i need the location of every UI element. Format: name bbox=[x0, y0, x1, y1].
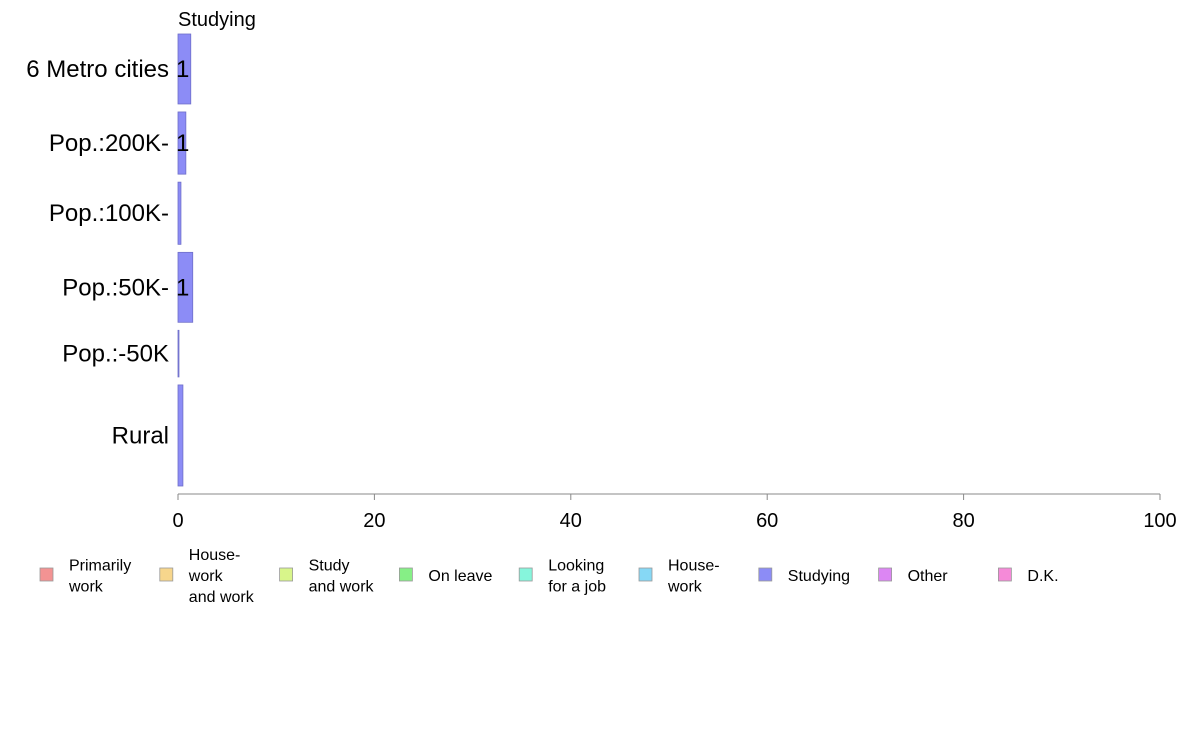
legend-label: House- bbox=[668, 558, 720, 575]
x-tick-label: 60 bbox=[756, 510, 778, 532]
legend-label: Other bbox=[908, 568, 949, 585]
x-tick-label: 100 bbox=[1143, 510, 1176, 532]
legend-label: work bbox=[667, 579, 703, 596]
category-label: Pop.:200K- bbox=[49, 130, 169, 157]
legend-label: Primarily bbox=[69, 558, 131, 575]
bar bbox=[177, 111, 187, 175]
legend-swatch bbox=[159, 567, 174, 582]
legend-label: House- bbox=[189, 547, 241, 564]
bar-group: 1 1 1 bbox=[176, 33, 194, 487]
bar bbox=[177, 329, 180, 378]
legend-label: and work bbox=[189, 589, 255, 606]
legend-label: Studying bbox=[788, 568, 850, 585]
legend-label: for a job bbox=[548, 579, 606, 596]
legend-label: work bbox=[188, 568, 224, 585]
legend-swatch bbox=[39, 567, 54, 582]
legend-swatch bbox=[758, 567, 773, 582]
legend-label: work bbox=[68, 579, 104, 596]
bar bbox=[177, 251, 194, 323]
category-label: 6 Metro cities bbox=[26, 56, 169, 83]
x-tick-label: 80 bbox=[952, 510, 974, 532]
bar bbox=[177, 33, 192, 105]
legend-label: Study bbox=[309, 558, 350, 575]
bar-data-label: 1 bbox=[176, 130, 189, 157]
x-tick-label: 20 bbox=[363, 510, 385, 532]
bar bbox=[177, 181, 182, 245]
legend-swatch bbox=[878, 567, 892, 582]
legend: Primarily work House-work and work Study and … bbox=[39, 547, 1059, 606]
category-label: Pop.:100K- bbox=[49, 200, 169, 227]
legend-label: On leave bbox=[428, 568, 492, 585]
legend-label: Looking bbox=[548, 558, 604, 575]
category-label: Rural bbox=[112, 422, 169, 449]
x-axis: 0 20 40 60 80 100 bbox=[172, 493, 1177, 532]
category-labels: 6 Metro cities Pop.:200K- Pop.:100K- Pop.:5… bbox=[26, 56, 169, 449]
chart-title: Studying bbox=[178, 9, 256, 31]
bar-data-label: 1 bbox=[176, 274, 189, 301]
legend-swatch bbox=[998, 567, 1012, 582]
legend-label: D.K. bbox=[1027, 568, 1058, 585]
bar bbox=[177, 384, 184, 487]
x-tick-label: 0 bbox=[172, 510, 183, 532]
bar-data-label: 1 bbox=[176, 56, 189, 83]
legend-swatch bbox=[518, 567, 533, 582]
x-tick-label: 40 bbox=[560, 510, 582, 532]
category-label: Pop.:50K- bbox=[62, 274, 169, 301]
legend-label: and work bbox=[309, 579, 375, 596]
category-label: Pop.:-50K bbox=[62, 341, 169, 368]
legend-swatch bbox=[638, 567, 653, 582]
legend-swatch bbox=[398, 567, 413, 582]
legend-swatch bbox=[279, 567, 294, 582]
